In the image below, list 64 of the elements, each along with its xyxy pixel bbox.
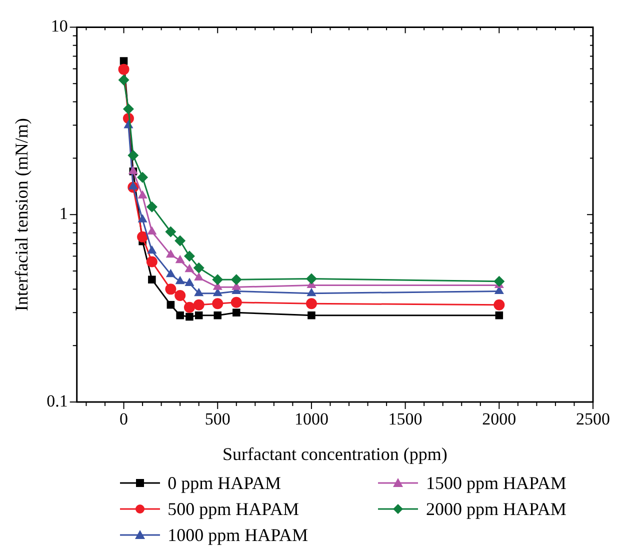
point: [175, 276, 185, 284]
legend-label: 1500 ppm HAPAM: [426, 472, 566, 494]
point: [128, 181, 138, 190]
legend-label: 0 ppm HAPAM: [168, 472, 281, 494]
point: [193, 299, 204, 310]
point: [194, 288, 204, 296]
point: [230, 274, 242, 286]
point: [165, 226, 176, 238]
point: [174, 235, 186, 246]
point: [138, 190, 148, 199]
point: [194, 311, 203, 320]
point: [166, 300, 175, 309]
point: [184, 278, 194, 286]
point: [120, 57, 128, 65]
x-tick-label: 2500: [576, 410, 610, 429]
point: [146, 201, 158, 212]
legend-label: 1000 ppm HAPAM: [168, 524, 308, 546]
point: [194, 272, 204, 281]
y-tick-label: 0.1: [46, 391, 68, 410]
point: [306, 298, 317, 310]
point: [212, 274, 224, 286]
point: [184, 302, 195, 313]
point: [214, 311, 222, 320]
y-tick-label: 10: [50, 16, 68, 36]
point: [494, 299, 505, 310]
point: [212, 298, 224, 310]
point: [166, 249, 176, 258]
point: [176, 311, 184, 320]
point: [118, 74, 130, 86]
point: [147, 245, 157, 254]
point: [147, 226, 157, 234]
x-tick-label: 1500: [388, 410, 422, 429]
x-tick-label: 1000: [294, 410, 328, 429]
x-tick-label: 2000: [482, 410, 516, 429]
point: [193, 262, 204, 274]
point: [306, 273, 317, 284]
point: [166, 268, 176, 278]
point: [494, 276, 505, 287]
point: [184, 250, 195, 262]
point: [174, 290, 186, 302]
x-tick-label: 500: [204, 410, 230, 429]
point: [306, 288, 316, 296]
point: [148, 276, 156, 284]
point: [308, 311, 316, 320]
point: [137, 231, 148, 242]
point: [146, 256, 158, 268]
legend-label: 2000 ppm HAPAM: [426, 498, 566, 520]
y-axis-title: Interfacial tension (mN/m): [12, 118, 32, 312]
x-tick-label: 0: [120, 410, 128, 429]
point: [230, 296, 242, 308]
point: [165, 284, 176, 295]
point: [186, 312, 194, 321]
y-tick-label: 1: [59, 204, 68, 224]
legend-label: 500 ppm HAPAM: [168, 498, 299, 520]
point: [118, 64, 130, 75]
point: [232, 308, 240, 316]
point: [128, 150, 139, 161]
point: [138, 214, 148, 222]
point: [495, 311, 504, 320]
point: [122, 104, 134, 115]
x-axis-title: Surfactant concentration (ppm): [222, 444, 448, 464]
point: [184, 264, 194, 272]
point: [137, 172, 148, 183]
point: [175, 254, 185, 264]
